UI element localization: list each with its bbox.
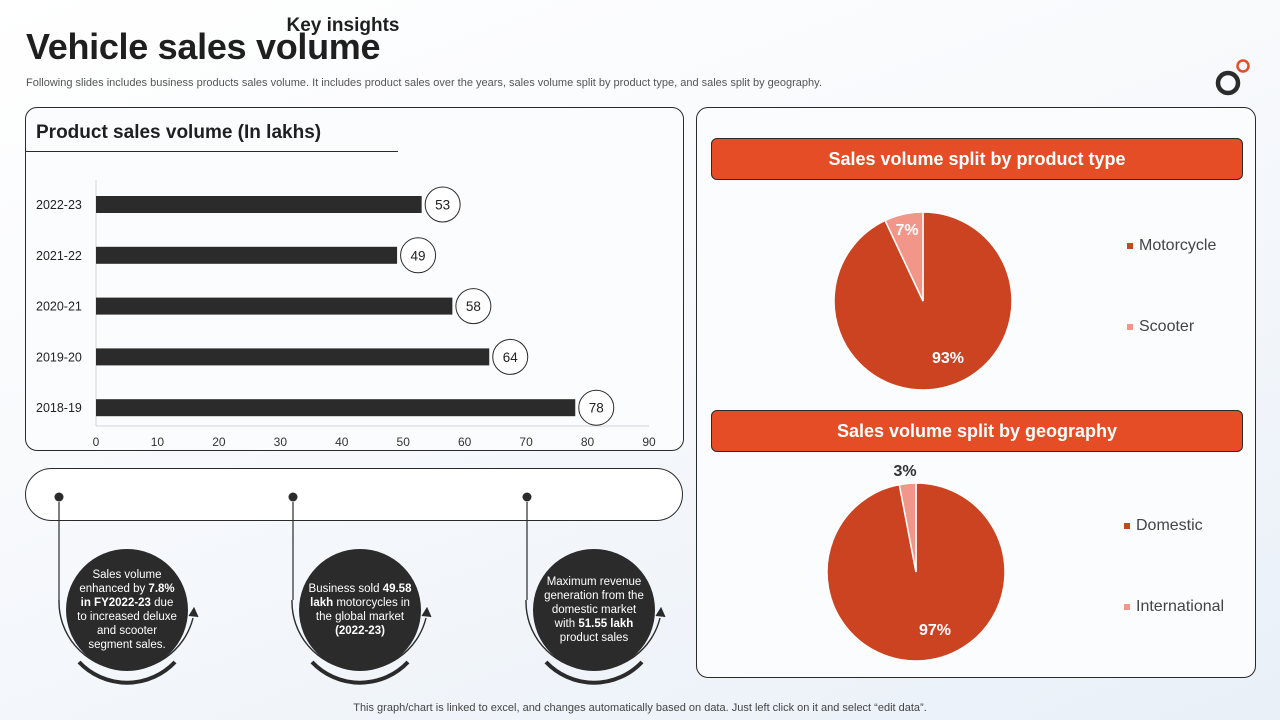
arrowhead-icon [188, 606, 199, 618]
value-label: 64 [503, 350, 519, 365]
x-tick-label: 80 [581, 435, 595, 449]
insight-circle [533, 549, 655, 671]
x-tick-label: 60 [458, 435, 472, 449]
value-label: 49 [411, 248, 426, 263]
pie-value-label: 93% [932, 350, 964, 367]
x-tick-label: 50 [397, 435, 411, 449]
bar-chart-title: Product sales volume (In lakhs) [36, 122, 322, 143]
legend-label: Motorcycle [1139, 237, 1216, 254]
insight-circle [299, 549, 421, 671]
bar [96, 297, 453, 315]
bar [96, 348, 490, 366]
bar [96, 246, 398, 264]
page-title: Vehicle sales volume [26, 26, 381, 67]
category-label: 2019-20 [36, 350, 82, 364]
brand-logo-icon [1215, 59, 1250, 96]
product-type-header: Sales volume split by product type [711, 138, 1243, 180]
x-tick-label: 40 [335, 435, 349, 449]
insight-base-arc [310, 660, 410, 685]
footer-note: This graph/chart is linked to excel, and… [353, 702, 927, 714]
bar [96, 399, 576, 417]
legend-label: International [1136, 598, 1224, 615]
pie-value-label: 3% [893, 463, 916, 480]
insight-base-arc [77, 660, 177, 685]
bar [96, 196, 422, 213]
value-bubble [492, 338, 529, 375]
category-label: 2020-21 [36, 300, 82, 314]
value-bubble [400, 237, 437, 274]
value-bubble [424, 186, 461, 223]
timeline-dot [288, 492, 298, 502]
page-subtitle: Following slides includes business produ… [26, 77, 822, 89]
title-divider [26, 151, 398, 152]
insight-highlight: 51.55 lakh [578, 618, 634, 630]
insight-highlight: 49.58 lakh [310, 583, 412, 609]
key-insights-bar [25, 468, 683, 521]
x-tick-label: 20 [212, 435, 226, 449]
insight-highlight: 7.8% in FY2022-23 [80, 583, 175, 609]
pie-slice [898, 482, 917, 573]
category-label: 2022-23 [36, 198, 82, 212]
insight-text: Business sold 49.58 lakh motorcycles in … [308, 582, 412, 638]
insight-text: Sales volume enhanced by 7.8% in FY2022-… [75, 568, 179, 652]
pie-slice [884, 211, 924, 302]
x-tick-label: 90 [642, 435, 656, 449]
legend-swatch [1127, 324, 1133, 330]
pie-value-label: 97% [919, 622, 951, 639]
insight-fragment: Business sold [308, 583, 383, 595]
insight-fragment: Maximum revenue generation from the dome… [544, 576, 644, 630]
insight-base-arc [544, 660, 644, 685]
pie-value-label: 7% [895, 222, 918, 239]
legend-swatch [1124, 523, 1130, 529]
value-bubble [578, 389, 615, 426]
arrowhead-icon [421, 606, 432, 618]
legend-label: Domestic [1136, 517, 1203, 534]
x-tick-label: 70 [519, 435, 533, 449]
insight-fragment: Sales volume enhanced by [79, 569, 162, 595]
timeline-dot [54, 492, 64, 502]
pie-charts: 93% 7% Motorcycle Scooter 97% 3% Domestic Inter… [826, 211, 1224, 662]
insight-highlight: (2022-23) [335, 625, 385, 637]
value-label: 58 [466, 299, 481, 314]
insight-text: Maximum revenue generation from the dome… [542, 575, 646, 645]
value-label: 53 [435, 198, 450, 213]
timeline-dot [522, 492, 532, 502]
arrowhead-icon [655, 606, 666, 618]
bar-chart-panel: Product sales volume (In lakhs) 0 10 20 30 4… [25, 107, 684, 451]
legend-label: Scooter [1139, 318, 1195, 335]
insight-fragment: motorcycles in the global market [315, 597, 410, 623]
insight-fragment: due to increased deluxe and scooter segm… [77, 597, 177, 651]
geography-header: Sales volume split by geography [711, 410, 1243, 452]
value-bubble [455, 288, 492, 325]
insight-circle [66, 549, 188, 671]
x-tick-label: 30 [274, 435, 288, 449]
pie-charts-panel: Sales volume split by product type Sales… [696, 107, 1256, 678]
category-label: 2018-19 [36, 401, 82, 415]
legend-swatch [1127, 243, 1133, 249]
x-tick-label: 10 [151, 435, 165, 449]
category-label: 2021-22 [36, 249, 82, 263]
insight-fragment: product sales [559, 632, 629, 644]
key-insights-title: Key insights [286, 15, 400, 36]
legend-swatch [1124, 604, 1130, 610]
value-label: 78 [589, 401, 604, 416]
bar-chart: 0 10 20 30 40 50 60 70 80 90 2022-23 53 2021-22 49 202… [36, 180, 656, 449]
x-tick-label: 0 [93, 435, 100, 449]
